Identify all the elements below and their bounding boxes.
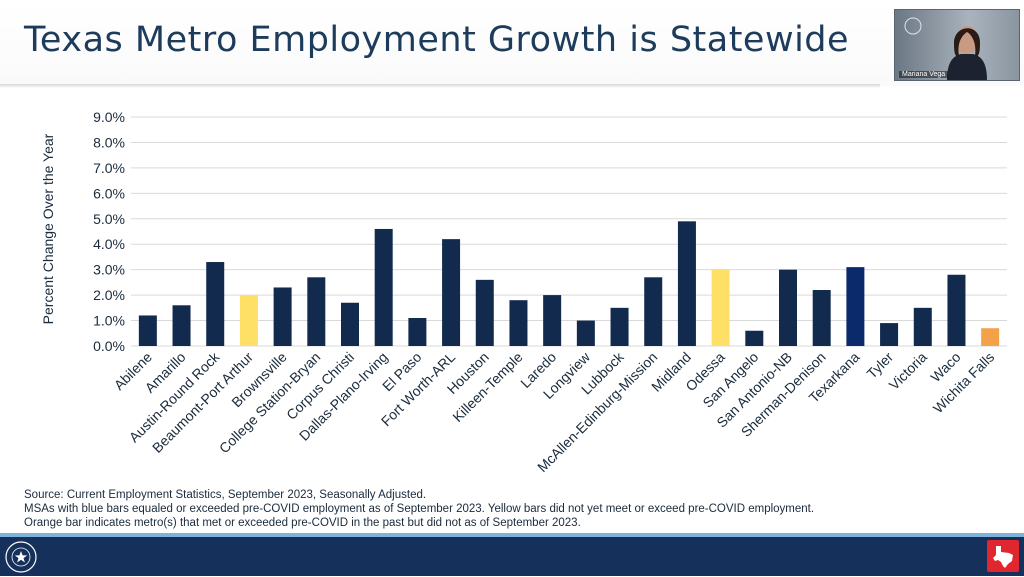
bar-abilene	[138, 315, 157, 346]
participant-video-feed	[904, 17, 987, 80]
texas-state-outline-icon	[993, 546, 1013, 568]
chart-gridlines	[131, 116, 1007, 347]
legend-note: MSAs with blue bars equaled or exceeded …	[24, 503, 815, 529]
y-tick-label: 9.0%	[93, 109, 125, 125]
y-tick-label: 7.0%	[93, 160, 125, 176]
background-seal-icon	[904, 17, 922, 35]
bar-beaumont-port-arthur	[239, 295, 258, 346]
y-tick-label: 6.0%	[93, 185, 125, 201]
bar-victoria	[913, 307, 932, 346]
texas-logo-badge	[987, 540, 1019, 572]
bar-midland	[677, 221, 696, 346]
bar-odessa	[711, 269, 730, 346]
chart-bars	[138, 221, 1000, 346]
bar-amarillo	[172, 305, 191, 346]
bar-corpus-christi	[341, 302, 359, 346]
x-tick-label: Victoria	[886, 349, 930, 393]
bar-waco	[947, 274, 966, 346]
y-tick-label: 2.0%	[93, 287, 125, 303]
bar-tyler	[880, 323, 899, 346]
y-tick-label: 8.0%	[93, 134, 125, 150]
footer-bar	[0, 537, 1024, 576]
bar-laredo	[543, 295, 562, 346]
chart-footnote: Source: Current Employment Statistics, S…	[24, 488, 844, 530]
bar-killeen-temple	[509, 300, 528, 346]
bar-houston	[475, 279, 494, 346]
participant-hair	[953, 28, 981, 57]
bar-dallas-plano-irving	[374, 228, 393, 346]
participant-body	[947, 54, 987, 80]
title-divider	[0, 84, 880, 88]
bar-sherman-denison	[812, 290, 831, 346]
bar-san-antonio-nb	[779, 269, 797, 346]
y-tick-label: 5.0%	[93, 211, 125, 227]
y-tick-label: 0.0%	[93, 338, 125, 354]
y-axis-ticks: 0.0% 1.0% 2.0% 3.0% 4.0% 5.0% 6.0% 7.0% 8.0% 9.0%	[93, 109, 125, 354]
bar-austin-round-rock	[206, 262, 225, 346]
y-tick-label: 3.0%	[93, 262, 125, 278]
source-note: Source: Current Employment Statistics, S…	[24, 489, 427, 501]
y-tick-label: 4.0%	[93, 236, 125, 252]
bar-san-angelo	[745, 330, 764, 346]
y-tick-label: 1.0%	[93, 313, 125, 329]
bar-texarkana	[846, 267, 865, 346]
texas-workforce-commission-seal-icon	[5, 541, 37, 573]
bar-mcallen-edinburg-mission	[644, 277, 663, 346]
bar-college-station-bryan	[307, 277, 326, 346]
y-axis-title: Percent Change Over the Year	[40, 133, 56, 324]
slide-title: Texas Metro Employment Growth is Statewi…	[24, 20, 850, 60]
bar-lubbock	[610, 307, 629, 346]
bar-fort-worth-arl	[442, 239, 461, 346]
bar-chart: 0.0% 1.0% 2.0% 3.0% 4.0% 5.0% 6.0% 7.0% 8.0% 9.0%…	[40, 109, 1007, 475]
participant-video-tile[interactable]: Mariana Vega	[894, 9, 1020, 81]
bar-el-paso	[408, 318, 427, 346]
bar-longview	[576, 320, 595, 346]
participant-name-label: Mariana Vega	[899, 71, 949, 78]
title-band	[0, 0, 1024, 86]
footer-accent-stripe	[0, 533, 1024, 538]
bar-wichita-falls	[981, 328, 1000, 346]
bar-brownsville	[273, 287, 292, 346]
